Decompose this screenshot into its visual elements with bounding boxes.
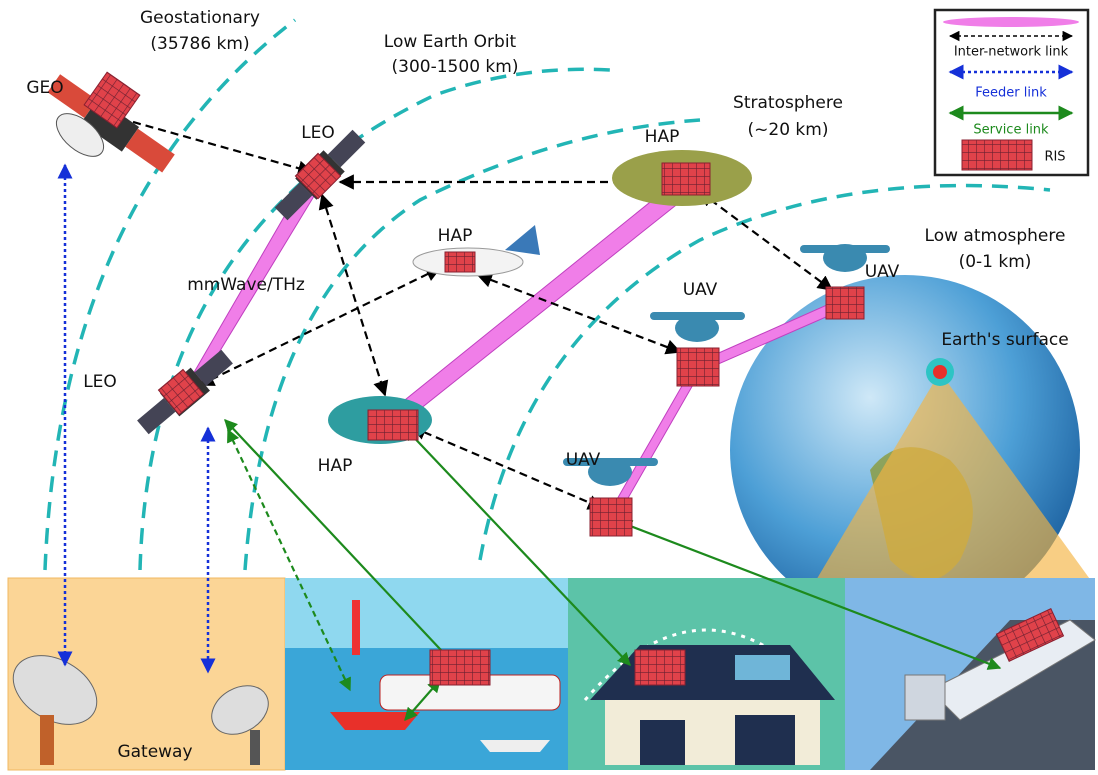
- solar-panel: [735, 655, 790, 680]
- node-label: LEO: [83, 372, 117, 392]
- dish-mount: [40, 715, 54, 765]
- node-label: HAP: [438, 226, 473, 246]
- legend: Inter-network link Feeder link Service l…: [935, 10, 1088, 175]
- earth-label: Earth's surface: [941, 330, 1068, 350]
- surface-point-core: [933, 365, 947, 379]
- node-label: UAV: [683, 280, 718, 300]
- region-detail: (~20 km): [748, 120, 829, 140]
- region-label: Geostationary: [140, 8, 260, 28]
- node-label: HAP: [645, 127, 680, 147]
- gateway-label: Gateway: [117, 742, 192, 762]
- door: [640, 720, 685, 765]
- region-detail: (300-1500 km): [392, 57, 519, 77]
- truck-cab: [905, 675, 945, 720]
- sky: [285, 578, 568, 648]
- legend-entry: RIS: [1044, 150, 1065, 165]
- region-label: Low Earth Orbit: [384, 32, 517, 52]
- node-label: HAP: [318, 456, 353, 476]
- node-label: LEO: [301, 123, 335, 143]
- lighthouse: [352, 600, 360, 655]
- legend-entry: Feeder link: [975, 86, 1047, 101]
- garage: [735, 715, 795, 765]
- region-detail: (35786 km): [150, 34, 249, 54]
- node-label: UAV: [865, 262, 900, 282]
- beam-label: mmWave/THz: [187, 275, 305, 295]
- legend-entry: Service link: [973, 123, 1049, 138]
- region-detail: (0-1 km): [959, 252, 1032, 272]
- region-label: Low atmosphere: [925, 226, 1066, 246]
- boat: [330, 712, 420, 730]
- node-label: UAV: [566, 450, 601, 470]
- node-label: GEO: [26, 78, 63, 98]
- dish-mount: [250, 730, 260, 765]
- yacht: [480, 740, 550, 752]
- legend-entry: Inter-network link: [954, 45, 1069, 60]
- region-label: Stratosphere: [733, 93, 843, 113]
- diagram: Geostationary (35786 km) Low Earth Orbit…: [0, 0, 1098, 775]
